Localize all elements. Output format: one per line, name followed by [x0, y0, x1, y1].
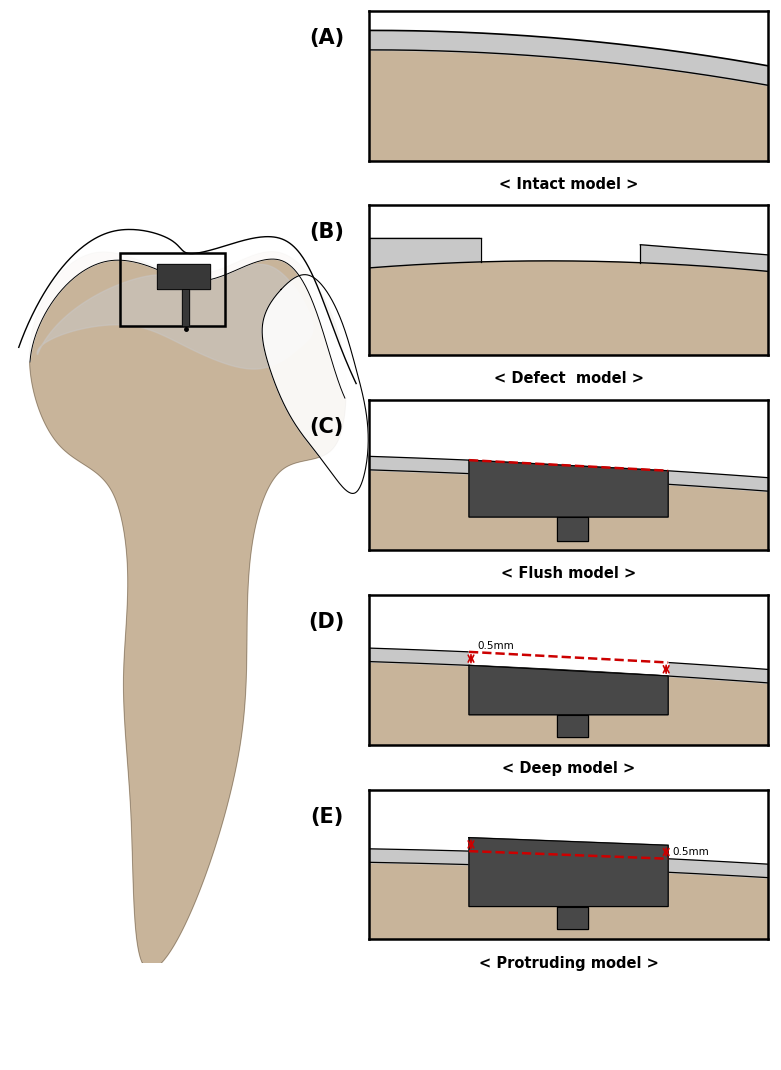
- Polygon shape: [557, 517, 588, 541]
- Text: 0.5mm: 0.5mm: [477, 642, 514, 652]
- Polygon shape: [557, 906, 588, 929]
- Bar: [120, 254, 225, 325]
- Polygon shape: [19, 229, 356, 398]
- Polygon shape: [469, 838, 668, 906]
- Polygon shape: [369, 238, 480, 268]
- Polygon shape: [182, 289, 189, 325]
- Text: (C): (C): [309, 417, 344, 438]
- Polygon shape: [557, 715, 588, 737]
- Text: (B): (B): [309, 223, 344, 243]
- Text: < Flush model >: < Flush model >: [501, 566, 637, 581]
- Polygon shape: [262, 275, 368, 493]
- Text: (D): (D): [308, 612, 344, 632]
- Polygon shape: [469, 666, 668, 715]
- Polygon shape: [30, 251, 346, 969]
- Polygon shape: [37, 264, 313, 369]
- Text: < Protruding model >: < Protruding model >: [479, 956, 658, 970]
- Polygon shape: [158, 264, 210, 289]
- Text: 0.5mm: 0.5mm: [672, 847, 709, 857]
- Polygon shape: [641, 245, 768, 272]
- Text: (E): (E): [310, 807, 343, 827]
- Polygon shape: [469, 460, 668, 517]
- Text: (A): (A): [309, 28, 344, 48]
- Text: < Intact model >: < Intact model >: [499, 177, 638, 192]
- Text: < Deep model >: < Deep model >: [502, 761, 635, 776]
- Text: < Defect  model >: < Defect model >: [494, 371, 644, 386]
